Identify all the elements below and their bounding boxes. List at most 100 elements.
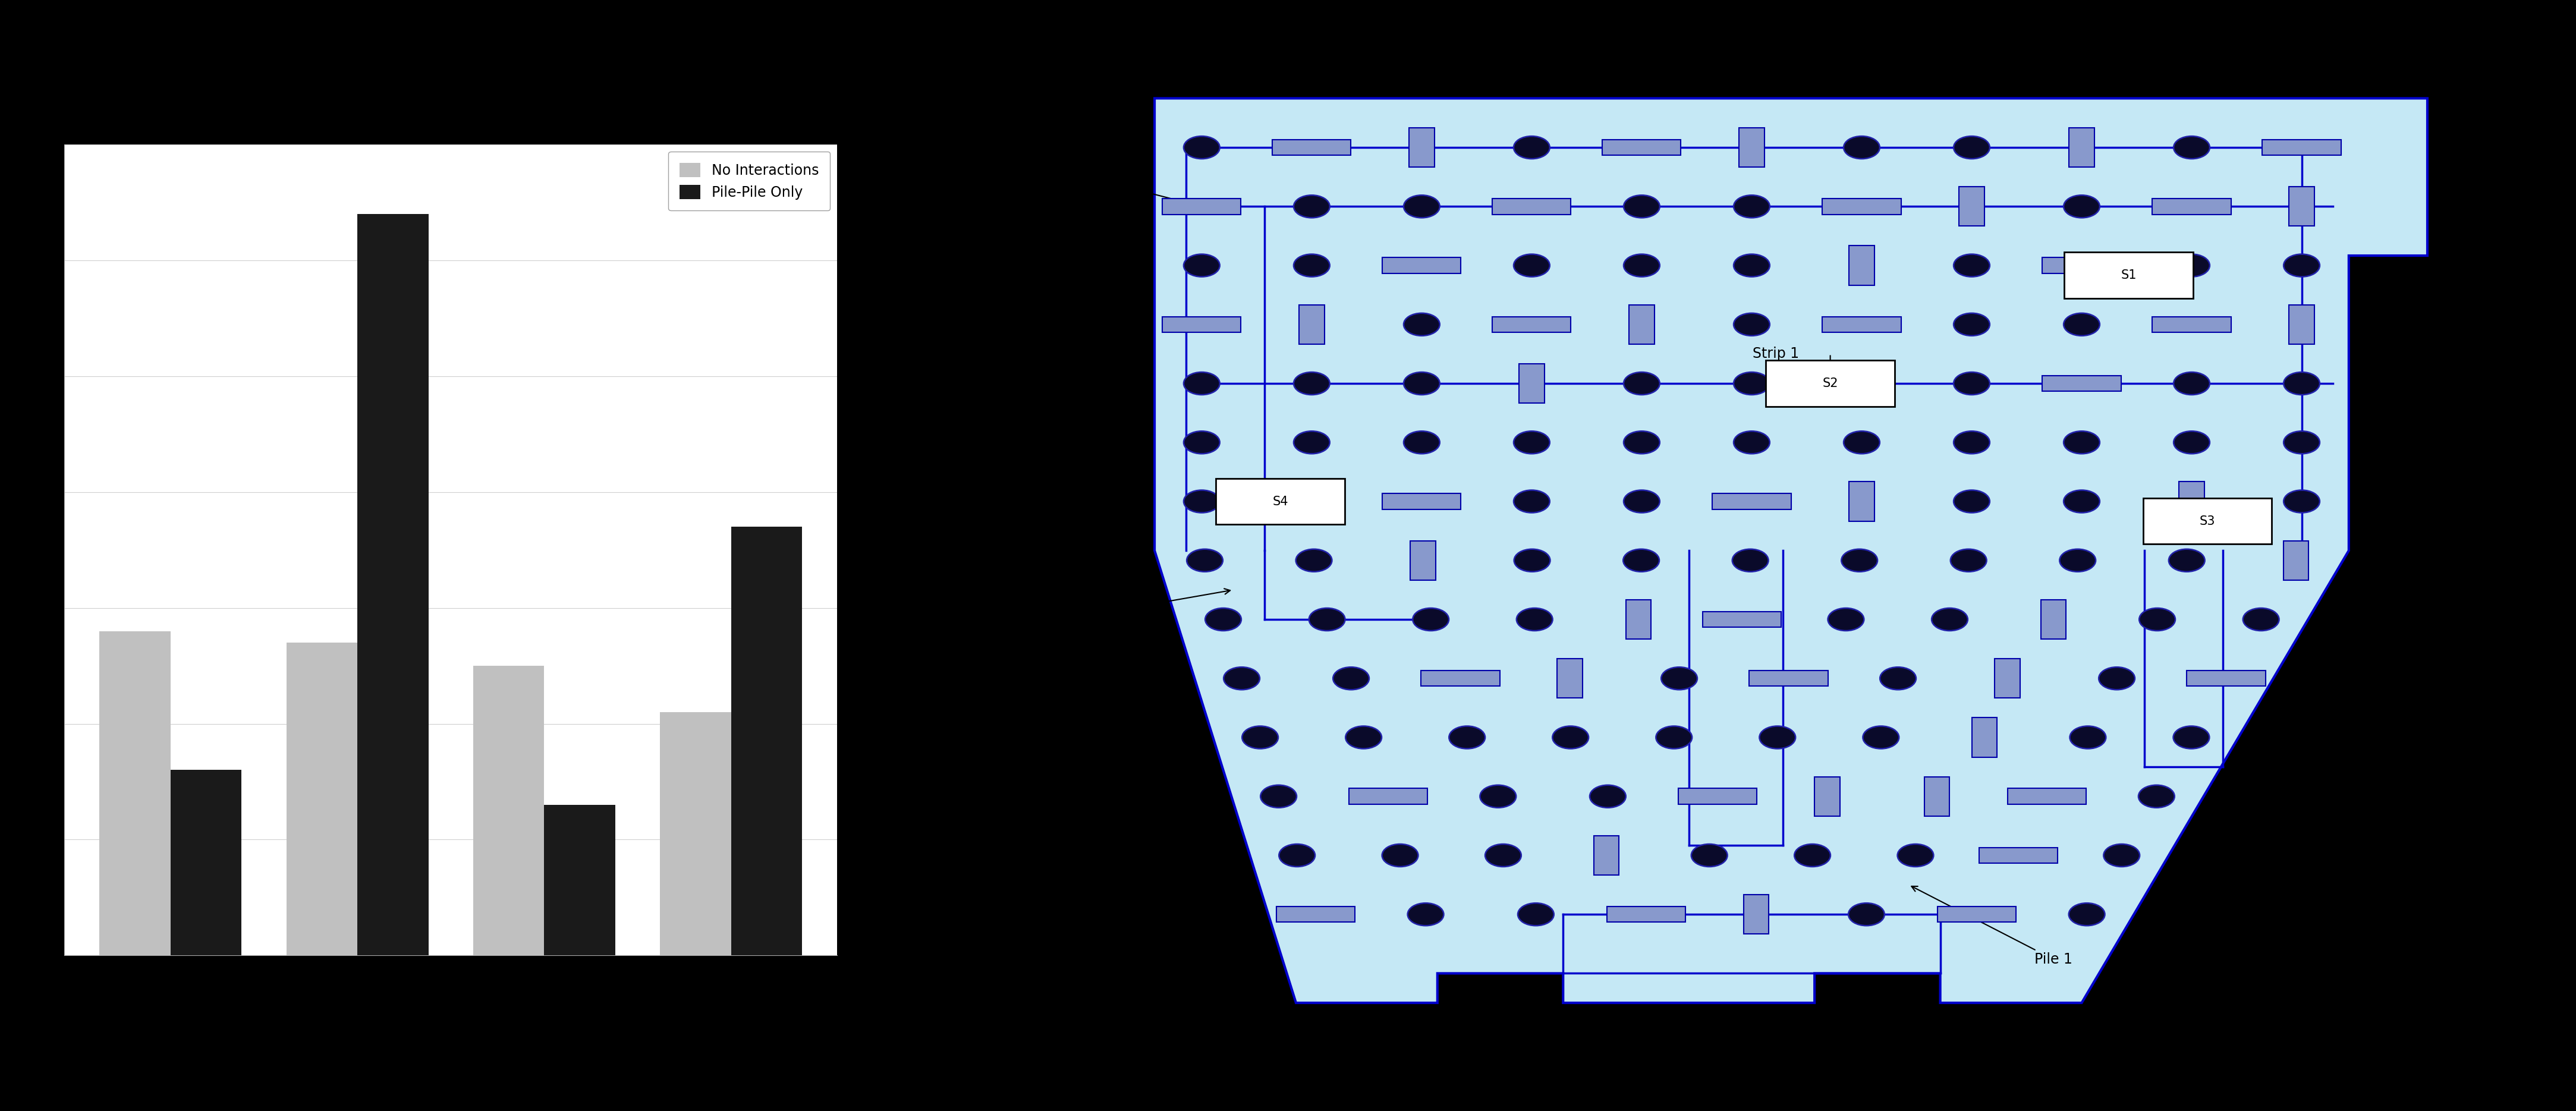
Circle shape [1309,608,1345,631]
Text: Pile 3: Pile 3 [1012,589,1231,632]
Circle shape [1515,137,1551,159]
Bar [1677,789,1757,804]
Bar [1602,140,1682,156]
FancyBboxPatch shape [2143,498,2272,544]
Bar [2282,541,2308,580]
Bar [1713,493,1790,509]
Circle shape [1345,727,1381,749]
Text: Pile 4: Pile 4 [1012,156,1198,207]
Circle shape [1589,785,1625,808]
FancyBboxPatch shape [1765,360,1896,407]
Circle shape [2069,903,2105,925]
Circle shape [1188,549,1224,572]
Bar [1412,541,1435,580]
Bar [2043,258,2120,273]
Circle shape [1293,254,1329,277]
Text: 25.9 m: 25.9 m [2530,604,2543,654]
Circle shape [1332,667,1368,690]
Circle shape [1404,431,1440,453]
Bar [1850,246,1875,286]
Bar [1558,659,1582,698]
Circle shape [2174,137,2210,159]
Circle shape [1953,431,1989,453]
Circle shape [2138,608,2174,631]
Circle shape [1182,254,1221,277]
Bar [1162,317,1242,332]
Circle shape [2061,549,2097,572]
Bar [2290,304,2313,344]
Bar [1960,187,1984,227]
Circle shape [1406,903,1443,925]
Bar [1814,777,1839,817]
Bar [2179,482,2205,521]
Circle shape [1759,727,1795,749]
Bar [1273,140,1350,156]
Bar [1821,199,1901,214]
Circle shape [1950,549,1986,572]
Circle shape [2282,490,2321,513]
Circle shape [1381,844,1419,867]
Circle shape [1953,137,1989,159]
Circle shape [1734,431,1770,453]
Circle shape [1412,608,1448,631]
Text: 13.9: 13.9 [1084,1037,1100,1068]
Bar [100,631,170,955]
Circle shape [1844,431,1880,453]
Circle shape [1899,844,1935,867]
Bar [1749,671,1829,687]
Circle shape [1515,490,1551,513]
Bar [1520,363,1543,403]
Bar [1821,317,1901,332]
Bar [474,665,544,955]
Bar [2007,789,2087,804]
Circle shape [1623,372,1659,394]
Circle shape [1862,727,1899,749]
Circle shape [1293,490,1329,513]
Circle shape [1448,727,1486,749]
Circle shape [1734,313,1770,336]
Circle shape [1182,372,1221,394]
Circle shape [1842,549,1878,572]
Circle shape [1224,667,1260,690]
Circle shape [1296,549,1332,572]
Bar [2154,317,2231,332]
Circle shape [1553,727,1589,749]
Bar [1595,835,1618,875]
Circle shape [1206,608,1242,631]
Bar [2262,140,2342,156]
Circle shape [1734,254,1770,277]
Bar [286,642,358,955]
Bar [2187,671,2264,687]
Circle shape [1293,196,1329,218]
Bar [1492,199,1571,214]
Circle shape [1481,785,1517,808]
Circle shape [1515,431,1551,453]
Bar [1978,848,2058,863]
Circle shape [1293,372,1329,394]
Circle shape [1953,372,1989,394]
Circle shape [1293,431,1329,453]
Text: Pile 1: Pile 1 [1911,887,2074,967]
Bar [1607,907,1685,922]
Bar [1850,482,1875,521]
Bar [1628,304,1654,344]
Bar [659,712,732,955]
Text: Pile 2: Pile 2 [2048,20,2084,34]
Circle shape [1182,137,1221,159]
Bar [1971,718,1996,757]
FancyBboxPatch shape [2063,252,2192,299]
Circle shape [2282,372,2321,394]
Bar [2043,376,2120,391]
Bar [1383,493,1461,509]
Circle shape [1515,254,1551,277]
Circle shape [2099,667,2136,690]
Circle shape [1182,490,1221,513]
Circle shape [1953,490,1989,513]
Circle shape [1734,196,1770,218]
Circle shape [1844,137,1880,159]
Bar [1739,128,1765,167]
Circle shape [1953,313,1989,336]
Circle shape [1795,844,1832,867]
Circle shape [2063,431,2099,453]
Circle shape [1731,549,1767,572]
